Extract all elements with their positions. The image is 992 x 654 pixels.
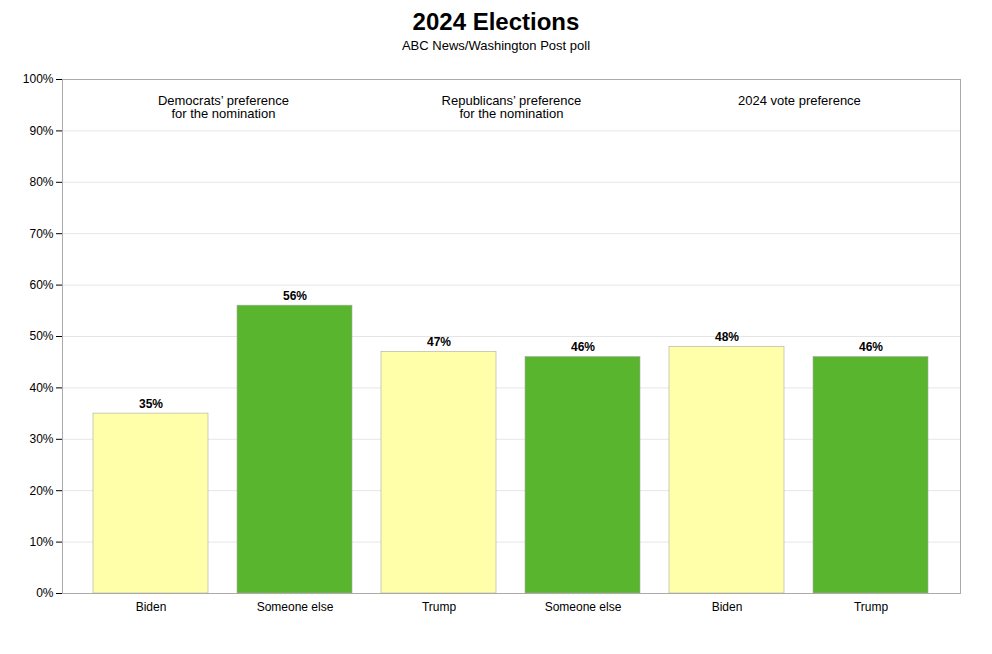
svg-text:60%: 60%	[29, 278, 53, 292]
svg-text:20%: 20%	[29, 484, 53, 498]
svg-text:100%: 100%	[23, 72, 54, 86]
svg-text:Trump: Trump	[422, 600, 457, 614]
svg-text:46%: 46%	[859, 340, 883, 354]
svg-text:47%: 47%	[427, 335, 451, 349]
svg-text:2024 vote preference: 2024 vote preference	[738, 93, 861, 108]
svg-text:40%: 40%	[29, 381, 53, 395]
svg-text:90%: 90%	[29, 124, 53, 138]
svg-text:56%: 56%	[283, 289, 307, 303]
svg-text:10%: 10%	[29, 535, 53, 549]
svg-text:Biden: Biden	[136, 600, 167, 614]
svg-text:48%: 48%	[715, 330, 739, 344]
html-text:2024 Elections: 2024 Elections	[412, 8, 580, 35]
svg-text:Democrats’ preferencefor the n: Democrats’ preferencefor the nomination	[158, 93, 289, 121]
svg-text:Someone else: Someone else	[257, 600, 334, 614]
svg-text:50%: 50%	[29, 329, 53, 343]
svg-text:Someone else: Someone else	[545, 600, 622, 614]
html-text:ABC News/Washington Post poll: ABC News/Washington Post poll	[401, 38, 590, 53]
svg-text:70%: 70%	[29, 227, 53, 241]
svg-text:46%: 46%	[571, 340, 595, 354]
svg-text:Trump: Trump	[854, 600, 889, 614]
svg-text:30%: 30%	[29, 432, 53, 446]
svg-text:80%: 80%	[29, 175, 53, 189]
svg-text:Republicans’ preferencefor the: Republicans’ preferencefor the nominatio…	[442, 93, 582, 121]
svg-text:Biden: Biden	[712, 600, 743, 614]
svg-text:0%: 0%	[36, 586, 54, 600]
svg-text:35%: 35%	[139, 397, 163, 411]
